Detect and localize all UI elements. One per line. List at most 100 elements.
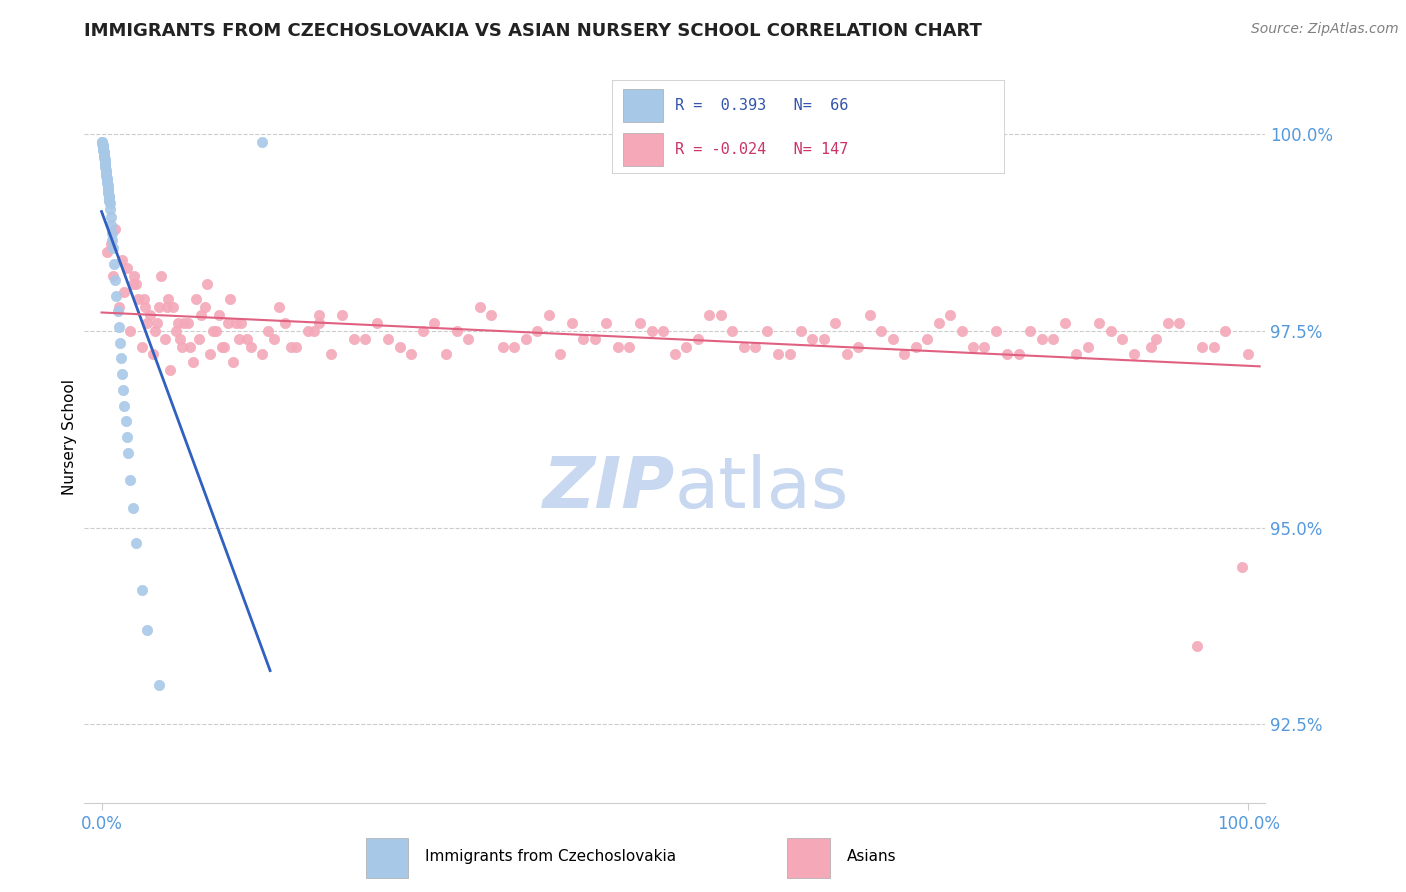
Point bbox=[205, 324, 228, 338]
Point bbox=[125, 277, 148, 291]
Point bbox=[121, 277, 143, 291]
Point bbox=[212, 340, 235, 354]
Point bbox=[939, 308, 962, 322]
Point bbox=[101, 268, 124, 283]
Point bbox=[195, 277, 218, 291]
Point bbox=[824, 316, 846, 330]
Point bbox=[412, 324, 434, 338]
Point bbox=[115, 260, 138, 275]
Point bbox=[132, 293, 155, 307]
Point bbox=[813, 332, 835, 346]
Point bbox=[98, 193, 121, 207]
Point bbox=[561, 316, 583, 330]
Point bbox=[250, 347, 273, 361]
Point bbox=[173, 316, 195, 330]
Point bbox=[91, 139, 114, 153]
FancyBboxPatch shape bbox=[787, 838, 830, 878]
Point bbox=[263, 332, 285, 346]
Point bbox=[91, 135, 114, 149]
Point bbox=[201, 324, 224, 338]
Point bbox=[120, 473, 142, 487]
Point bbox=[97, 188, 120, 202]
Point bbox=[121, 500, 143, 515]
Point bbox=[97, 186, 120, 201]
Point bbox=[515, 332, 537, 346]
Point bbox=[188, 332, 211, 346]
Point bbox=[94, 157, 117, 171]
Point bbox=[122, 268, 145, 283]
Point bbox=[96, 173, 118, 187]
Point bbox=[366, 316, 388, 330]
Point bbox=[744, 340, 766, 354]
Point bbox=[94, 154, 117, 169]
Point bbox=[641, 324, 664, 338]
Point bbox=[1146, 332, 1168, 346]
Point bbox=[148, 678, 170, 692]
Point bbox=[211, 340, 233, 354]
Point bbox=[1237, 347, 1260, 361]
Point bbox=[1157, 316, 1180, 330]
Point bbox=[94, 167, 117, 181]
Point bbox=[184, 293, 207, 307]
Point bbox=[127, 293, 149, 307]
Point bbox=[882, 332, 904, 346]
Point bbox=[136, 316, 159, 330]
Point bbox=[755, 324, 778, 338]
Point bbox=[492, 340, 515, 354]
Text: Immigrants from Czechoslovakia: Immigrants from Czechoslovakia bbox=[425, 849, 676, 863]
Point bbox=[93, 146, 115, 161]
Point bbox=[526, 324, 548, 338]
Point bbox=[96, 176, 118, 190]
Point bbox=[145, 316, 167, 330]
Point bbox=[150, 268, 173, 283]
Point bbox=[103, 257, 125, 271]
Point bbox=[664, 347, 686, 361]
Point bbox=[93, 145, 115, 159]
Point bbox=[302, 324, 325, 338]
FancyBboxPatch shape bbox=[623, 88, 662, 122]
Point bbox=[114, 399, 136, 413]
Point bbox=[112, 383, 135, 397]
Point bbox=[973, 340, 995, 354]
Point bbox=[101, 226, 124, 240]
Point bbox=[1077, 340, 1099, 354]
Point bbox=[1019, 324, 1042, 338]
Point bbox=[308, 316, 330, 330]
Point bbox=[399, 347, 422, 361]
Point bbox=[950, 324, 973, 338]
Text: Asians: Asians bbox=[846, 849, 896, 863]
Point bbox=[96, 245, 118, 260]
Point bbox=[91, 141, 114, 155]
Point bbox=[1088, 316, 1111, 330]
Point bbox=[107, 320, 129, 334]
Point bbox=[686, 332, 709, 346]
Point bbox=[159, 363, 181, 377]
Point bbox=[94, 159, 117, 173]
Point bbox=[457, 332, 479, 346]
Point bbox=[93, 145, 115, 159]
Point bbox=[107, 304, 129, 318]
Point bbox=[100, 237, 122, 252]
Point bbox=[319, 347, 342, 361]
Point bbox=[125, 536, 148, 550]
Point bbox=[1064, 347, 1087, 361]
Text: R =  0.393   N=  66: R = 0.393 N= 66 bbox=[675, 98, 848, 113]
Point bbox=[617, 340, 640, 354]
Point bbox=[94, 161, 117, 175]
Point bbox=[194, 301, 217, 315]
Point bbox=[162, 301, 184, 315]
Point bbox=[157, 293, 180, 307]
Point bbox=[423, 316, 446, 330]
Point bbox=[537, 308, 560, 322]
Point bbox=[114, 285, 136, 299]
Point bbox=[176, 316, 198, 330]
FancyBboxPatch shape bbox=[366, 838, 408, 878]
Point bbox=[96, 174, 118, 188]
Point bbox=[446, 324, 468, 338]
Point bbox=[97, 180, 120, 194]
Point bbox=[835, 347, 858, 361]
Point bbox=[225, 316, 247, 330]
Point bbox=[153, 332, 176, 346]
Point bbox=[148, 301, 170, 315]
Point bbox=[167, 316, 190, 330]
